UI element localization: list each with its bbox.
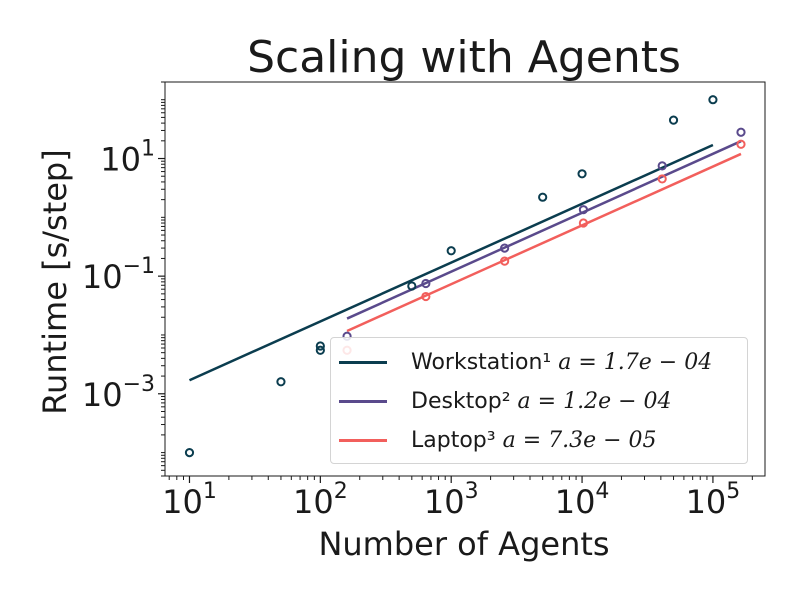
data-point-desktop [578, 205, 589, 215]
x-tick-label-exponent: 2 [334, 479, 348, 504]
x-tick-label: 101 [162, 479, 217, 521]
y-tick-label-base: 10 [82, 376, 123, 414]
legend-item-laptop: Laptop³ a = 7.3e − 05 [331, 422, 657, 458]
data-point-desktop [421, 278, 431, 289]
data-point-workstation [668, 115, 679, 125]
legend-label-laptop: Laptop³ [411, 427, 503, 453]
x-tick-label: 105 [686, 479, 741, 521]
x-tick-label-base: 10 [162, 483, 203, 521]
x-tick-label-base: 10 [686, 483, 727, 521]
y-tick-label: 10−1 [82, 254, 155, 296]
y-tick-label: 101 [100, 137, 155, 179]
data-point-laptop [657, 174, 667, 184]
chart-title: Scaling with Agents [247, 32, 681, 83]
legend-equation-desktop: a = 1.2e − 04 [517, 388, 672, 414]
x-tick-label-exponent: 3 [465, 479, 479, 504]
data-point-workstation [407, 281, 417, 291]
x-tick-label-base: 10 [555, 483, 596, 521]
data-point-laptop [500, 256, 510, 266]
y-tick-label: 10−3 [82, 372, 155, 414]
fit-line-desktop [346, 140, 742, 320]
data-point-desktop [736, 127, 746, 137]
legend-label-desktop: Desktop² [411, 388, 518, 414]
data-point-workstation [315, 341, 325, 351]
plot-frame [164, 81, 766, 477]
legend-swatch-laptop [339, 438, 387, 442]
x-tick-label-exponent: 4 [595, 479, 609, 504]
legend: Workstation¹ a = 1.7e − 04 Desktop² a = … [330, 337, 748, 464]
legend-equation-workstation: a = 1.7e − 04 [558, 349, 713, 375]
fit-line-workstation [188, 143, 714, 382]
x-tick-label: 102 [293, 479, 348, 521]
x-tick-label-exponent: 5 [726, 479, 740, 504]
y-tick-label-exponent: −1 [123, 254, 155, 279]
data-markers [184, 95, 746, 458]
legend-swatch-workstation [339, 360, 387, 364]
x-tick-label: 103 [424, 479, 479, 521]
data-point-desktop [500, 243, 510, 253]
legend-label-workstation: Workstation¹ [411, 349, 559, 375]
x-tick-label-base: 10 [293, 483, 334, 521]
data-point-laptop [736, 139, 746, 149]
y-tick-label-exponent: −3 [123, 372, 155, 397]
data-point-workstation [577, 169, 587, 179]
data-point-workstation [184, 447, 195, 458]
y-tick-label-base: 10 [100, 141, 141, 179]
data-point-laptop [421, 291, 431, 302]
data-point-workstation [446, 246, 456, 256]
data-point-laptop [578, 218, 589, 228]
y-axis-label: Runtime [s/step] [36, 149, 74, 414]
y-tick-label-base: 10 [82, 258, 123, 296]
x-tick-label-exponent: 1 [203, 479, 217, 504]
data-point-desktop [657, 161, 667, 171]
data-point-workstation [538, 192, 548, 202]
data-point-workstation [708, 95, 718, 105]
x-tick-label: 104 [555, 479, 610, 521]
x-axis-label: Number of Agents [318, 525, 609, 563]
data-point-workstation [276, 377, 286, 387]
legend-item-workstation: Workstation¹ a = 1.7e − 04 [331, 344, 712, 380]
legend-equation-laptop: a = 7.3e − 05 [502, 427, 657, 453]
x-tick-label-base: 10 [424, 483, 465, 521]
legend-item-desktop: Desktop² a = 1.2e − 04 [331, 383, 672, 419]
legend-swatch-desktop [339, 399, 387, 403]
y-tick-label-exponent: 1 [141, 137, 155, 162]
data-point-workstation [315, 345, 325, 355]
fit-line-laptop [346, 152, 742, 333]
